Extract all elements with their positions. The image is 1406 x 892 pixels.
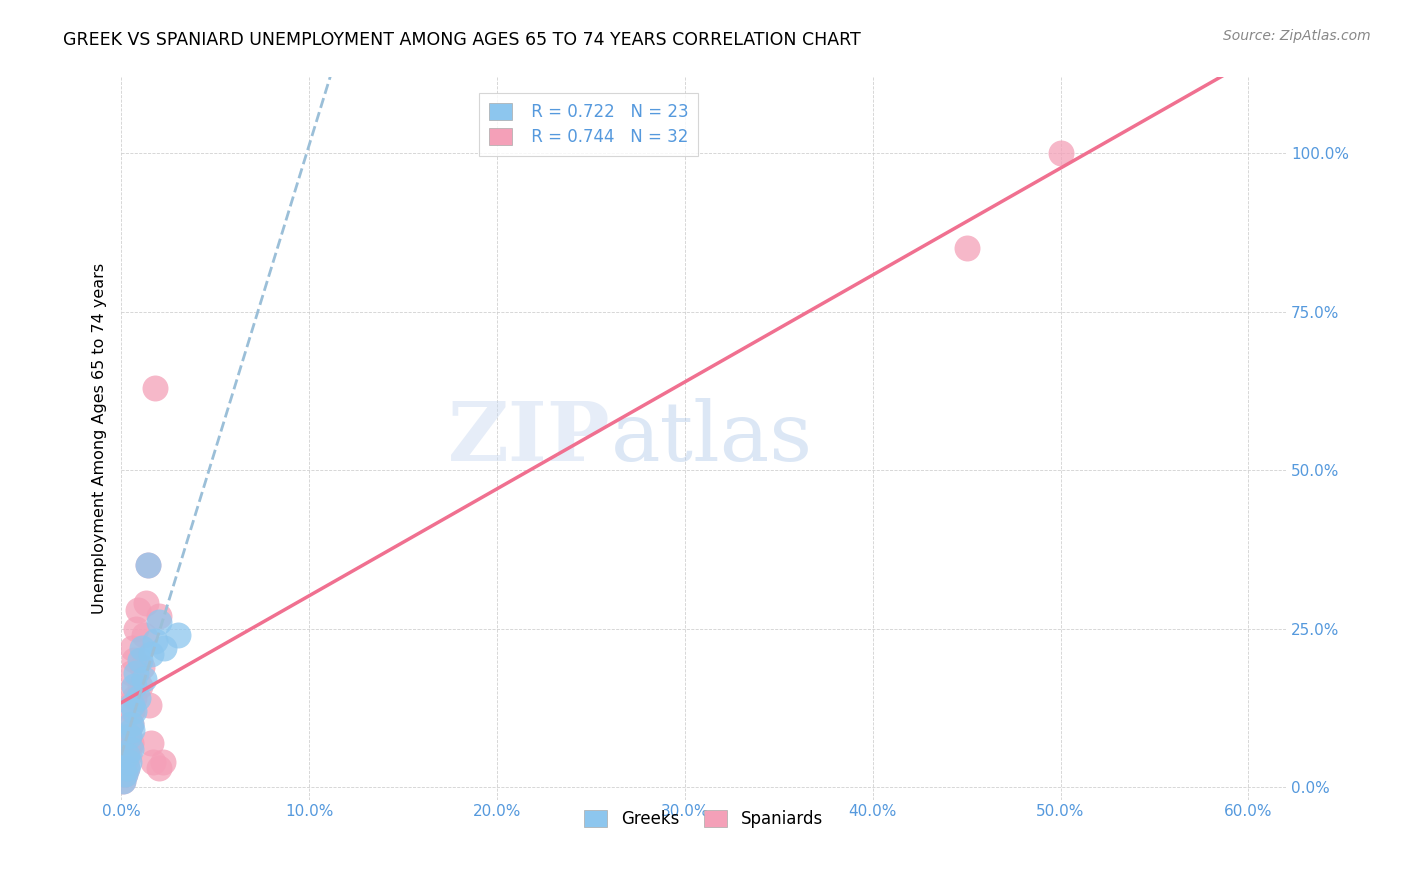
Point — [118, 729, 141, 743]
Point — [118, 729, 141, 743]
Point — [148, 761, 170, 775]
Point — [118, 755, 141, 769]
Point — [120, 742, 142, 756]
Point — [115, 748, 138, 763]
Point — [148, 608, 170, 623]
Y-axis label: Unemployment Among Ages 65 to 74 years: Unemployment Among Ages 65 to 74 years — [93, 263, 107, 614]
Text: ZIP: ZIP — [447, 399, 610, 478]
Point — [112, 773, 135, 788]
Point — [127, 602, 149, 616]
Point — [115, 742, 138, 756]
Text: atlas: atlas — [610, 399, 813, 478]
Point — [115, 761, 138, 775]
Point — [132, 628, 155, 642]
Point — [136, 558, 159, 573]
Point — [114, 767, 136, 781]
Point — [120, 665, 142, 680]
Point — [120, 716, 142, 731]
Point — [131, 659, 153, 673]
Text: Source: ZipAtlas.com: Source: ZipAtlas.com — [1223, 29, 1371, 43]
Point — [125, 665, 148, 680]
Point — [142, 755, 165, 769]
Point — [129, 679, 152, 693]
Point — [120, 716, 142, 731]
Point — [135, 596, 157, 610]
Point — [121, 698, 143, 712]
Point — [114, 755, 136, 769]
Point — [127, 691, 149, 706]
Point — [115, 761, 138, 775]
Point — [152, 755, 174, 769]
Point — [166, 628, 188, 642]
Point — [138, 698, 160, 712]
Point — [143, 634, 166, 648]
Point — [124, 704, 146, 718]
Point — [131, 640, 153, 655]
Point — [136, 558, 159, 573]
Point — [124, 653, 146, 667]
Point — [141, 647, 163, 661]
Point — [121, 704, 143, 718]
Point — [112, 773, 135, 788]
Point — [121, 723, 143, 737]
Text: GREEK VS SPANIARD UNEMPLOYMENT AMONG AGES 65 TO 74 YEARS CORRELATION CHART: GREEK VS SPANIARD UNEMPLOYMENT AMONG AGE… — [63, 31, 860, 49]
Legend: Greeks, Spaniards: Greeks, Spaniards — [578, 803, 830, 835]
Point — [114, 767, 136, 781]
Point — [1049, 146, 1071, 161]
Point — [121, 640, 143, 655]
Point — [120, 735, 142, 749]
Point — [124, 691, 146, 706]
Point — [143, 381, 166, 395]
Point — [153, 640, 176, 655]
Point — [955, 242, 977, 256]
Point — [118, 748, 141, 763]
Point — [124, 679, 146, 693]
Point — [141, 735, 163, 749]
Point — [112, 767, 135, 781]
Point — [129, 653, 152, 667]
Point — [148, 615, 170, 629]
Point — [132, 672, 155, 686]
Point — [118, 685, 141, 699]
Point — [125, 622, 148, 636]
